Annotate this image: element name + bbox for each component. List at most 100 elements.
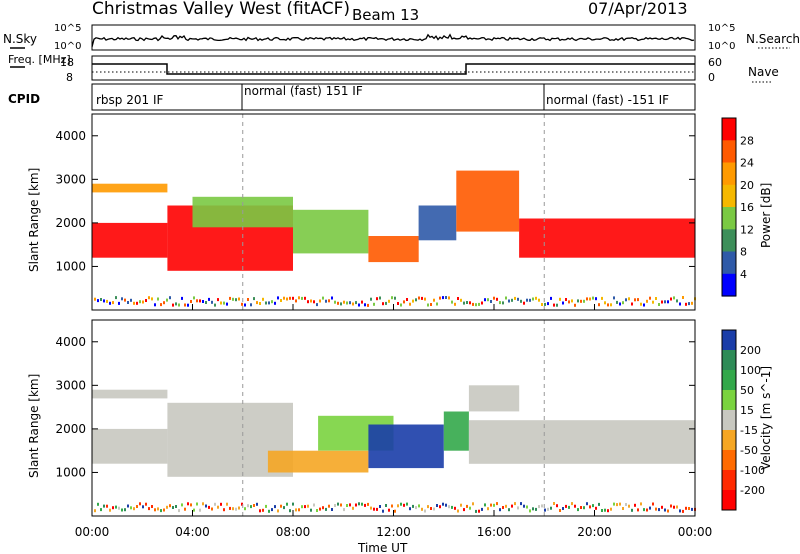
power-ground-speck bbox=[478, 302, 480, 306]
velocity-ground-speck bbox=[205, 504, 207, 508]
power-ground-speck bbox=[685, 302, 687, 306]
velocity-ground-speck bbox=[136, 505, 138, 508]
velocity-ground-speck bbox=[520, 502, 522, 506]
power-ground-speck bbox=[130, 298, 132, 302]
power-ground-speck bbox=[631, 302, 633, 306]
velocity-ground-speck bbox=[454, 506, 456, 510]
power-band bbox=[293, 209, 369, 254]
velocity-ground-speck bbox=[601, 509, 603, 512]
power-ground-speck bbox=[589, 297, 591, 301]
power-ground-speck bbox=[136, 301, 138, 305]
velocity-ground-speck bbox=[328, 504, 330, 508]
velocity-ylabel: Slant Range [km] bbox=[27, 374, 41, 478]
power-ground-speck bbox=[139, 300, 141, 304]
velocity-ground-speck bbox=[574, 504, 576, 508]
velocity-ground-speck bbox=[430, 507, 432, 510]
velocity-ground-speck bbox=[238, 506, 240, 510]
power-ground-speck bbox=[340, 302, 342, 306]
power-ground-speck bbox=[124, 298, 126, 302]
velocity-ground-speck bbox=[187, 502, 189, 506]
velocity-ground-speck bbox=[121, 508, 123, 512]
velocity-ground-speck bbox=[94, 509, 96, 513]
power-colorbar-tick: 8 bbox=[740, 246, 747, 259]
power-ylabel: Slant Range [km] bbox=[27, 168, 41, 272]
velocity-colorbar-tick: 15 bbox=[740, 404, 754, 417]
power-ground-speck bbox=[211, 300, 213, 304]
velocity-colorbar-swatch bbox=[722, 490, 736, 511]
power-ground-speck bbox=[100, 298, 102, 301]
power-ground-speck bbox=[556, 303, 558, 307]
nave-tick-bottom: 0 bbox=[708, 71, 715, 84]
velocity-ground-speck bbox=[439, 505, 441, 509]
velocity-ground-speck bbox=[526, 505, 528, 509]
velocity-ground-speck bbox=[295, 508, 297, 512]
velocity-band bbox=[368, 424, 444, 469]
velocity-ground-speck bbox=[655, 507, 657, 511]
nsky-tick-bottom: 10^0 bbox=[54, 41, 81, 52]
power-ground-speck bbox=[484, 298, 486, 302]
power-colorbar-tick: 4 bbox=[740, 268, 747, 281]
velocity-ground-speck bbox=[613, 502, 615, 506]
velocity-ground-speck bbox=[124, 508, 126, 512]
power-ground-speck bbox=[172, 303, 174, 307]
velocity-ground-speck bbox=[436, 504, 438, 507]
velocity-ground-speck bbox=[244, 507, 246, 511]
velocity-ground-speck bbox=[268, 509, 270, 513]
power-colorbar: 28 24 20 16 12 8 4 bbox=[721, 117, 754, 297]
velocity-ground-speck bbox=[523, 504, 525, 508]
power-ground-speck bbox=[145, 299, 147, 302]
power-ground-speck bbox=[316, 303, 318, 307]
velocity-ground-speck bbox=[403, 503, 405, 507]
velocity-colorbar-tick: -100 bbox=[740, 464, 765, 477]
power-ground-speck bbox=[415, 298, 417, 302]
nave-label: Nave bbox=[748, 65, 779, 79]
power-colorbar-tick: 24 bbox=[740, 157, 754, 170]
velocity-colorbar-swatch bbox=[722, 470, 736, 491]
velocity-ground-speck bbox=[193, 508, 195, 512]
velocity-ground-speck bbox=[325, 507, 327, 511]
power-ground-speck bbox=[334, 300, 336, 304]
power-ground-speck bbox=[280, 299, 282, 302]
velocity-ground-speck bbox=[580, 506, 582, 509]
power-ground-speck bbox=[439, 296, 441, 300]
velocity-ground-speck bbox=[115, 505, 117, 509]
velocity-colorbar-label: Velocity [m s^-1] bbox=[759, 366, 773, 470]
velocity-ground-speck bbox=[388, 508, 390, 512]
power-ground-speck bbox=[448, 296, 450, 300]
velocity-ground-speck bbox=[673, 505, 675, 509]
power-ground-speck bbox=[538, 298, 540, 302]
nave-tick-top: 60 bbox=[708, 56, 722, 69]
velocity-ground-speck bbox=[475, 509, 477, 513]
power-ground-speck bbox=[571, 299, 573, 303]
velocity-ground-speck bbox=[610, 507, 612, 511]
power-ground-speck bbox=[622, 301, 624, 305]
power-ground-speck bbox=[148, 296, 150, 300]
velocity-ground-speck bbox=[691, 507, 693, 511]
velocity-ground-speck bbox=[640, 502, 642, 506]
freq-panel bbox=[91, 55, 696, 81]
velocity-ground-speck bbox=[310, 508, 312, 512]
xtick-label: 12:00 bbox=[376, 525, 411, 539]
power-colorbar-swatch bbox=[722, 118, 736, 141]
velocity-ground-speck bbox=[103, 504, 105, 508]
freq-tick-top: 18 bbox=[60, 56, 74, 69]
power-ground-speck bbox=[325, 299, 327, 303]
velocity-ground-speck bbox=[190, 503, 192, 507]
velocity-ground-speck bbox=[109, 508, 111, 512]
velocity-ground-speck bbox=[679, 509, 681, 513]
power-ground-speck bbox=[673, 296, 675, 300]
velocity-ground-speck bbox=[130, 506, 132, 510]
power-ground-speck bbox=[376, 297, 378, 301]
power-ground-speck bbox=[283, 296, 285, 300]
velocity-ground-speck bbox=[313, 503, 315, 507]
power-ground-speck bbox=[655, 297, 657, 300]
velocity-ground-speck bbox=[409, 507, 411, 511]
power-ground-speck bbox=[166, 298, 168, 302]
xtick-label: 00:00 bbox=[678, 525, 713, 539]
power-ground-speck bbox=[550, 296, 552, 300]
power-ground-speck bbox=[127, 301, 129, 304]
power-ground-speck bbox=[301, 296, 303, 300]
power-ground-speck bbox=[118, 301, 120, 305]
power-ground-speck bbox=[151, 297, 153, 301]
power-ground-speck bbox=[391, 296, 393, 300]
